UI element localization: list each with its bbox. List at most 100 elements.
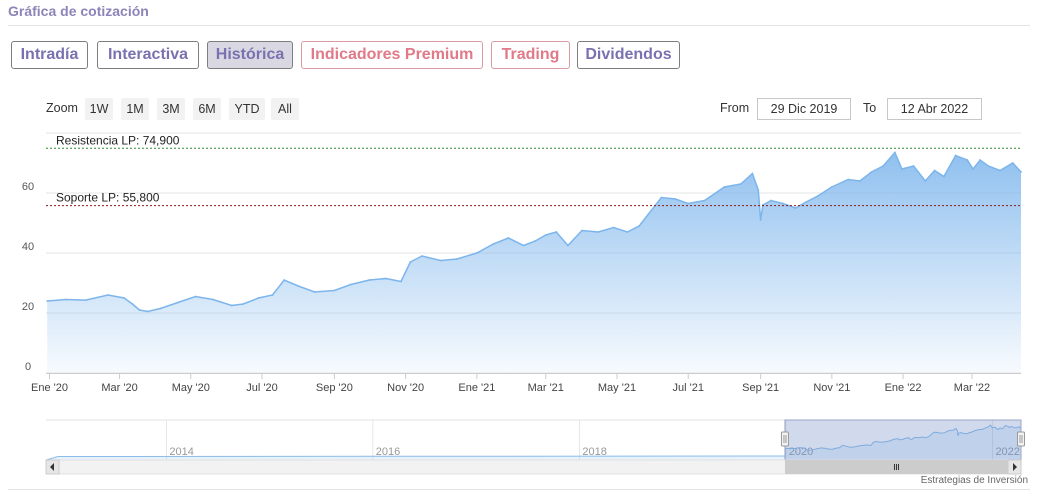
price-point	[84, 299, 87, 301]
price-point	[687, 202, 690, 205]
zoom-6m-button[interactable]: 6M	[193, 98, 221, 120]
price-point	[400, 280, 402, 283]
navigator-year-label: 2018	[582, 446, 606, 458]
price-point	[943, 175, 945, 178]
price-point	[924, 180, 927, 182]
price-point	[131, 303, 134, 305]
y-tick-label: 20	[22, 301, 34, 313]
zoom-1m-button[interactable]: 1M	[121, 98, 149, 120]
x-tick-label: Sep '20	[316, 382, 353, 394]
price-point	[972, 168, 974, 170]
price-point	[901, 168, 903, 170]
price-point	[230, 304, 233, 307]
price-point	[739, 183, 742, 185]
price-point	[703, 199, 706, 202]
price-point	[368, 279, 371, 281]
x-tick-label: May '21	[598, 382, 636, 394]
x-tick-label: Ene '21	[458, 382, 495, 394]
zoom-all-button[interactable]: All	[271, 98, 299, 120]
navigator-year-label: 2022	[995, 446, 1019, 458]
price-point	[987, 165, 990, 167]
price-point	[146, 310, 149, 313]
price-point	[759, 219, 762, 221]
x-tick-label: Sep '21	[742, 382, 779, 394]
navigator-line	[45, 424, 1022, 461]
range-to-input[interactable]: 12 Abr 2022	[887, 98, 982, 120]
price-point	[242, 303, 245, 305]
navigator-left-handle[interactable]	[780, 431, 789, 447]
tab-dividendos[interactable]: Dividendos	[577, 41, 680, 69]
bottom-divider	[8, 489, 1030, 490]
zoom-label: Zoom	[46, 101, 78, 115]
price-point	[439, 259, 442, 262]
price-point	[177, 301, 179, 304]
price-point	[954, 154, 957, 157]
price-point	[794, 207, 797, 209]
price-point	[409, 261, 412, 263]
tab-indicadores-premium[interactable]: Indicadores Premium	[301, 41, 483, 69]
x-tick-label: Mar '22	[954, 382, 990, 394]
navigator-selection[interactable]	[784, 419, 1022, 461]
price-point	[522, 244, 525, 247]
price-area	[47, 152, 1021, 373]
price-point	[476, 252, 478, 254]
y-tick-label: 40	[22, 241, 34, 253]
price-point	[816, 195, 819, 197]
price-point	[597, 231, 600, 233]
price-point	[859, 180, 861, 182]
price-point	[581, 229, 583, 232]
price-point	[751, 172, 754, 175]
range-from-input[interactable]: 29 Dic 2019	[757, 98, 851, 120]
x-tick-label: Ene '22	[885, 382, 922, 394]
x-tick-label: Mar '21	[528, 382, 564, 394]
x-tick-label: Jul '21	[672, 382, 703, 394]
price-point	[46, 300, 49, 302]
price-point	[333, 289, 336, 292]
x-tick-label: May '20	[172, 382, 210, 394]
price-line	[47, 151, 1022, 313]
zoom-1w-button[interactable]: 1W	[85, 98, 113, 120]
navigator-right-handle[interactable]	[1017, 431, 1025, 447]
zoom-3m-button[interactable]: 3M	[157, 98, 185, 120]
navigator-year-label: 2014	[169, 446, 193, 458]
price-point	[384, 277, 387, 280]
price-point	[966, 159, 969, 161]
tab-trading[interactable]: Trading	[491, 41, 570, 69]
tab-interactiva[interactable]: Interactiva	[97, 41, 199, 69]
arrow-left-icon	[50, 463, 54, 471]
resistance-label: Resistencia LP: 74,900	[56, 133, 180, 147]
price-point	[660, 196, 663, 199]
range-to-label: To	[863, 101, 877, 115]
price-point	[723, 186, 726, 188]
y-tick-label: 60	[22, 181, 34, 193]
price-point	[626, 231, 629, 233]
x-tick-label: Ene '20	[31, 382, 68, 394]
price-point	[271, 294, 274, 296]
price-point	[882, 165, 885, 167]
price-point	[283, 279, 286, 281]
price-point	[534, 240, 537, 242]
x-tick-label: Jul '20	[246, 382, 277, 394]
price-point	[544, 234, 547, 236]
price-point	[894, 151, 896, 154]
support-label: Soporte LP: 55,800	[56, 191, 160, 205]
price-point	[65, 298, 67, 301]
price-point	[933, 169, 936, 172]
price-point	[421, 255, 423, 257]
price-point	[830, 186, 833, 188]
zoom-ytd-button[interactable]: YTD	[229, 98, 265, 120]
price-point	[770, 199, 772, 202]
range-from-label: From	[720, 101, 750, 115]
tab-intradia[interactable]: Intradía	[11, 41, 88, 69]
tab-historica[interactable]: Histórica	[207, 41, 293, 69]
price-point	[1020, 171, 1022, 173]
price-point	[781, 202, 784, 205]
price-point	[1011, 162, 1014, 164]
price-point	[674, 198, 677, 200]
navigator-year-label: 2016	[376, 446, 400, 458]
price-point	[107, 294, 109, 296]
price-point	[612, 226, 615, 229]
credits: Estrategias de Inversión	[920, 475, 1028, 486]
price-point	[979, 159, 981, 161]
